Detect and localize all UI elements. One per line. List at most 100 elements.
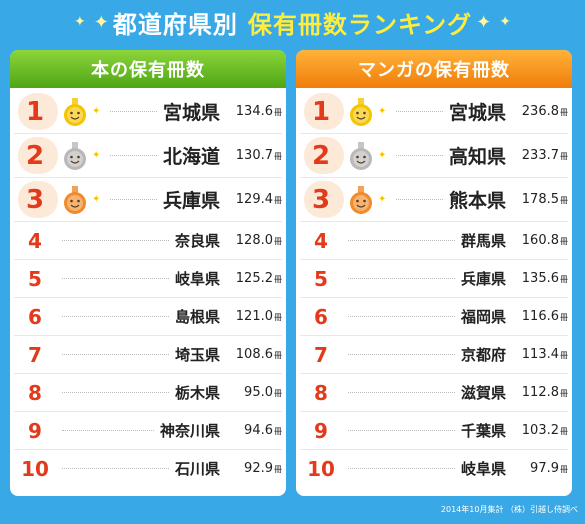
prefecture-name: 福岡県 <box>460 308 506 326</box>
book-count: 129.4冊 <box>220 192 282 207</box>
dotted-leader <box>62 468 169 469</box>
prefecture-name: 神奈川県 <box>159 422 220 440</box>
rank-number: 9 <box>28 418 42 443</box>
manga-ranking-list: 1 ✦ 宮城県 236.8冊 2 ✦ 高知県 233.7冊 3 ✦ 熊本県 178.5冊 4 群馬県 160… <box>296 88 572 487</box>
dotted-leader <box>396 111 443 112</box>
rank-number: 9 <box>314 418 328 443</box>
dotted-leader <box>396 155 443 156</box>
rank-badge-bg <box>18 137 58 174</box>
book-count: 135.6冊 <box>506 271 568 286</box>
ranking-row: 8 栃木県 95.0冊 <box>14 374 282 412</box>
silver-medal-icon <box>346 141 376 171</box>
rank-number: 10 <box>307 456 335 481</box>
book-count: 160.8冊 <box>506 233 568 248</box>
sparkle-icon: ✦ <box>93 11 109 33</box>
rank-number: 1 <box>311 96 331 127</box>
book-count-value: 134.6 <box>235 104 273 119</box>
book-count: 94.6冊 <box>220 423 282 438</box>
ranking-row: 6 福岡県 116.6冊 <box>300 298 568 336</box>
book-count: 103.2冊 <box>506 423 568 438</box>
dotted-leader <box>110 199 157 200</box>
dotted-leader <box>110 111 157 112</box>
rank-badge-bg <box>304 137 344 174</box>
dotted-leader <box>396 199 443 200</box>
book-count-value: 95.0 <box>244 385 273 400</box>
ranking-row: 4 奈良県 128.0冊 <box>14 222 282 260</box>
dotted-leader <box>348 392 455 393</box>
prefecture-name: 京都府 <box>460 346 506 364</box>
ranking-row: 5 岐阜県 125.2冊 <box>14 260 282 298</box>
book-count-unit: 冊 <box>560 196 568 205</box>
book-count-unit: 冊 <box>560 427 568 436</box>
book-count: 112.8冊 <box>506 385 568 400</box>
prefecture-name: 千葉県 <box>460 422 506 440</box>
prefecture-name: 群馬県 <box>460 232 506 250</box>
book-count-value: 160.8 <box>521 233 559 248</box>
book-count: 178.5冊 <box>506 192 568 207</box>
rank-badge-bg <box>18 181 58 218</box>
rank-number: 2 <box>25 140 45 171</box>
book-count-value: 92.9 <box>244 461 273 476</box>
source-footnote: 2014年10月集計 （株）引越し侍調べ <box>440 505 578 514</box>
book-count: 236.8冊 <box>506 104 568 119</box>
sparkle-icon: ✦ <box>378 106 387 117</box>
book-count-value: 236.8 <box>521 104 559 119</box>
book-count: 95.0冊 <box>220 385 282 400</box>
prefecture-name: 兵庫県 <box>162 190 220 212</box>
dotted-leader <box>62 392 169 393</box>
rank-number: 2 <box>311 140 331 171</box>
sparkle-icon: ✦ <box>92 194 101 205</box>
book-count-value: 178.5 <box>521 192 559 207</box>
rank-number: 8 <box>28 380 42 405</box>
ranking-row: 10 石川県 92.9冊 <box>14 450 282 487</box>
book-count: 108.6冊 <box>220 347 282 362</box>
rank-number: 1 <box>25 96 45 127</box>
silver-medal-icon <box>60 141 90 171</box>
dotted-leader <box>348 240 455 241</box>
book-count: 233.7冊 <box>506 148 568 163</box>
book-count: 130.7冊 <box>220 148 282 163</box>
prefecture-name: 石川県 <box>174 460 220 478</box>
book-count-value: 129.4 <box>235 192 273 207</box>
prefecture-name: 高知県 <box>448 146 506 168</box>
ranking-row: 8 滋賀県 112.8冊 <box>300 374 568 412</box>
book-count-unit: 冊 <box>274 313 282 322</box>
book-count-value: 125.2 <box>235 271 273 286</box>
gold-medal-icon <box>60 97 90 127</box>
book-count-value: 130.7 <box>235 148 273 163</box>
dotted-leader <box>62 430 154 431</box>
prefecture-name: 岐阜県 <box>460 460 506 478</box>
dotted-leader <box>348 354 455 355</box>
sparkle-icon: ✦ <box>476 11 492 33</box>
ranking-row: 6 島根県 121.0冊 <box>14 298 282 336</box>
rank-number: 8 <box>314 380 328 405</box>
ranking-row: 4 群馬県 160.8冊 <box>300 222 568 260</box>
rank-number: 5 <box>314 266 328 291</box>
book-count: 97.9冊 <box>506 461 568 476</box>
book-count-value: 128.0 <box>235 233 273 248</box>
book-count: 125.2冊 <box>220 271 282 286</box>
dotted-leader <box>348 468 455 469</box>
rank-number: 4 <box>28 228 42 253</box>
bronze-medal-icon <box>60 185 90 215</box>
book-count-value: 112.8 <box>521 385 559 400</box>
dotted-leader <box>348 430 455 431</box>
prefecture-name: 奈良県 <box>174 232 220 250</box>
prefecture-name: 埼玉県 <box>174 346 220 364</box>
gold-medal-icon <box>346 97 376 127</box>
rank-number: 6 <box>28 304 42 329</box>
prefecture-name: 北海道 <box>162 146 220 168</box>
prefecture-name: 宮城県 <box>162 102 220 124</box>
rank-number: 7 <box>28 342 42 367</box>
ranking-row: 3 ✦ 熊本県 178.5冊 <box>300 178 568 222</box>
ranking-row: 5 兵庫県 135.6冊 <box>300 260 568 298</box>
dotted-leader <box>62 240 169 241</box>
book-count-unit: 冊 <box>560 237 568 246</box>
rank-number: 3 <box>311 184 331 215</box>
book-count: 128.0冊 <box>220 233 282 248</box>
book-count-value: 108.6 <box>235 347 273 362</box>
book-count: 116.6冊 <box>506 309 568 324</box>
ranking-row: 2 ✦ 高知県 233.7冊 <box>300 134 568 178</box>
sparkle-icon: ✦ <box>74 14 86 30</box>
